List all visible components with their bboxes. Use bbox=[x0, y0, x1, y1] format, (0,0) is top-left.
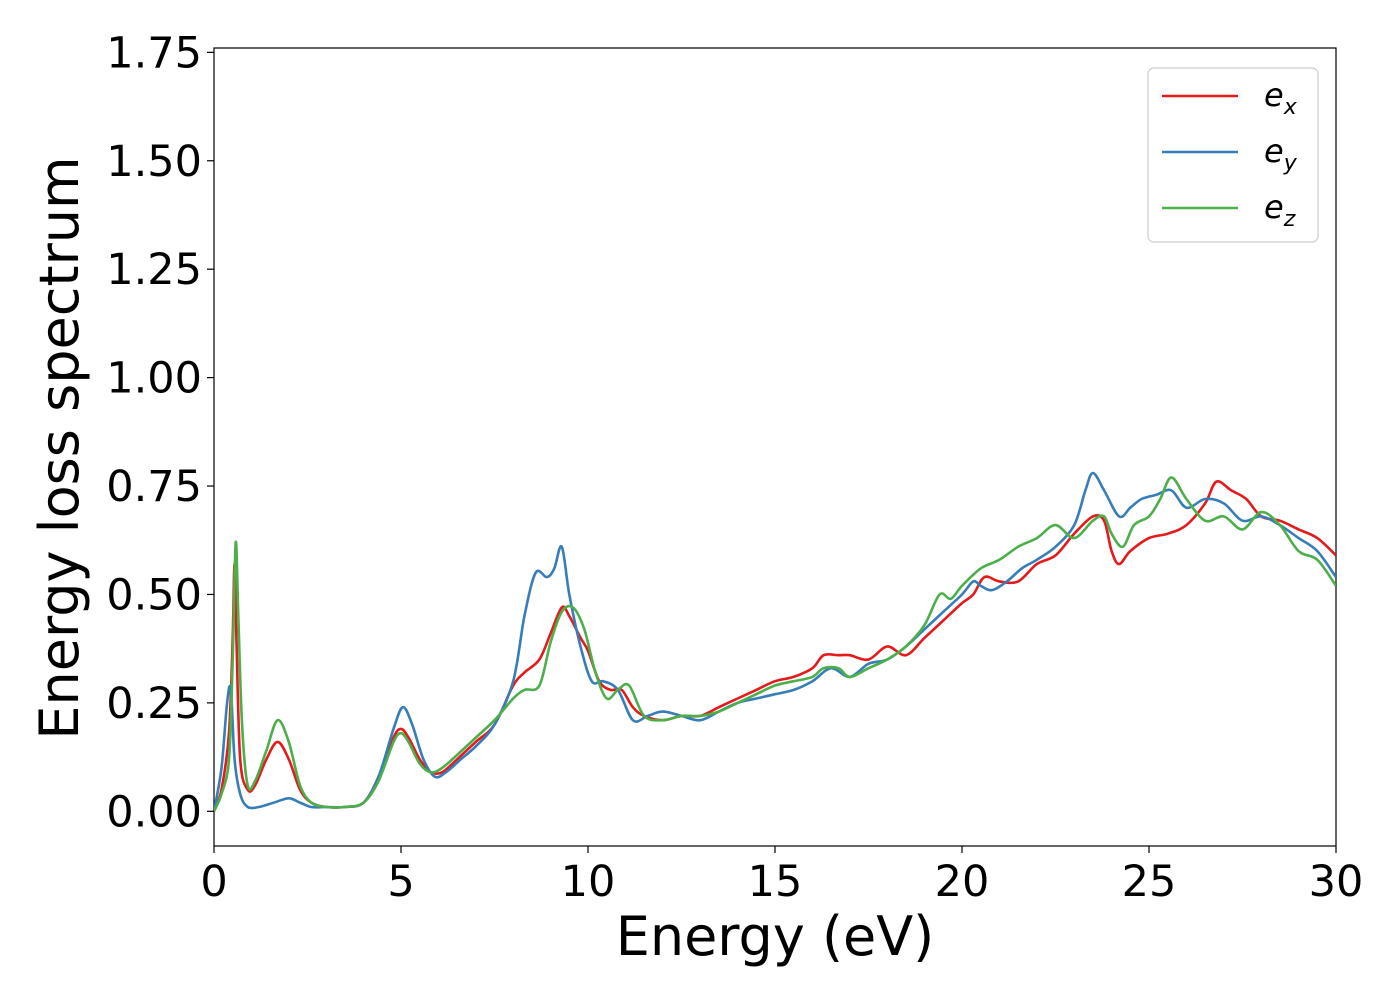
legend-box bbox=[1147, 67, 1319, 243]
legend-label-ex: ex bbox=[1264, 76, 1298, 120]
x-tick-label: 10 bbox=[561, 857, 616, 907]
legend-label-main: e bbox=[1264, 76, 1284, 114]
y-tick-label: 0.75 bbox=[106, 462, 202, 512]
y-tick-label: 1.75 bbox=[106, 28, 202, 78]
legend-label-main: e bbox=[1264, 188, 1284, 226]
y-tick-label: 0.50 bbox=[106, 570, 202, 620]
legend-label-main: e bbox=[1264, 132, 1284, 170]
x-tick-label: 15 bbox=[748, 857, 803, 907]
x-tick-label: 30 bbox=[1309, 857, 1364, 907]
x-tick-label: 0 bbox=[200, 857, 227, 907]
x-axis: 0 5 10 15 20 25 30 bbox=[200, 846, 1363, 907]
legend-label-subscript: x bbox=[1283, 95, 1298, 120]
x-tick-label: 20 bbox=[935, 857, 990, 907]
series-layer bbox=[214, 471, 1336, 812]
y-tick-label: 0.25 bbox=[106, 679, 202, 729]
y-tick-label: 1.00 bbox=[106, 354, 202, 404]
y-axis: 0.00 0.25 0.50 0.75 1.00 1.25 1.50 1.75 bbox=[106, 28, 214, 837]
series-line-ez bbox=[214, 476, 1336, 812]
y-tick-label: 1.25 bbox=[106, 245, 202, 295]
x-tick-label: 5 bbox=[387, 857, 414, 907]
legend-label-ez: ez bbox=[1264, 188, 1296, 232]
x-tick-label: 25 bbox=[1122, 857, 1177, 907]
y-tick-label: 1.50 bbox=[106, 137, 202, 187]
legend-label-subscript: y bbox=[1283, 151, 1298, 176]
legend-label-ey: ey bbox=[1264, 132, 1298, 176]
legend-label-subscript: z bbox=[1283, 207, 1296, 232]
y-tick-label: 0.00 bbox=[106, 787, 202, 837]
y-axis-title: Energy loss spectrum bbox=[28, 156, 91, 739]
x-axis-title: Energy (eV) bbox=[616, 905, 935, 968]
